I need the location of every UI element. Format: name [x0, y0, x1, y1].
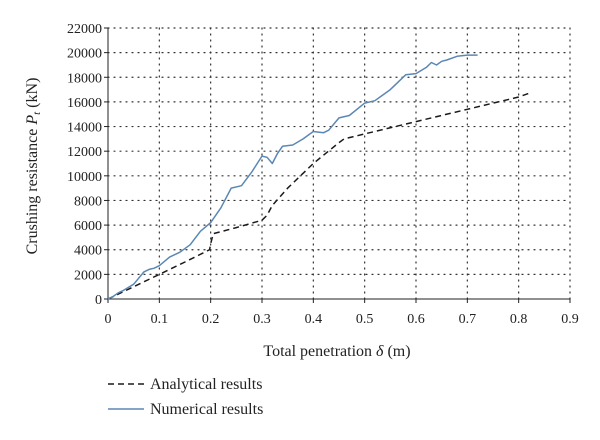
y-tick-label: 0	[95, 293, 102, 308]
y-tick-label: 18000	[67, 71, 102, 86]
y-tick-label: 8000	[74, 194, 102, 209]
x-tick-label: 0.5	[356, 312, 374, 327]
y-axis-title-text: Crushing resistance	[24, 125, 41, 255]
y-axis-title-subscript: t	[31, 111, 43, 115]
y-tick-label: 10000	[67, 170, 102, 185]
x-tick-label: 0.6	[407, 312, 425, 327]
x-tick-labels: 0 0.1 0.2 0.3 0.4 0.5 0.6 0.7 0.8 0.9	[105, 312, 579, 327]
x-tick-label: 0.9	[561, 312, 579, 327]
x-tick-label: 0.2	[202, 312, 220, 327]
legend-label-numerical: Numerical results	[150, 401, 263, 418]
data-series	[107, 54, 530, 300]
x-tick-label: 0.7	[459, 312, 477, 327]
y-tick-label: 2000	[74, 268, 102, 283]
legend: Analytical results Numerical results	[108, 376, 263, 418]
axes	[104, 27, 571, 303]
x-tick-label: 0.3	[253, 312, 271, 327]
analytical-results-line	[107, 92, 530, 300]
x-tick-label: 0	[105, 312, 112, 327]
y-tick-label: 22000	[67, 22, 102, 37]
legend-item-numerical: Numerical results	[108, 401, 263, 418]
y-tick-label: 16000	[67, 96, 102, 111]
x-tick-label: 0.1	[151, 312, 169, 327]
y-tick-label: 20000	[67, 47, 102, 62]
x-tick-label: 0.8	[510, 312, 528, 327]
x-tick-label: 0.4	[305, 312, 323, 327]
numerical-results-line	[107, 54, 478, 300]
legend-label-analytical: Analytical results	[150, 376, 262, 393]
x-axis-title: Total penetration δ (m)	[263, 343, 410, 360]
y-axis-title-unit: (kN)	[24, 78, 41, 112]
x-axis-title-symbol: δ	[376, 343, 384, 360]
x-axis-title-unit: (m)	[383, 343, 410, 360]
y-tick-label: 12000	[67, 145, 102, 160]
y-tick-labels: 0 2000 4000 6000 8000 10000 12000 14000 16000 180…	[67, 22, 102, 308]
y-tick-label: 14000	[67, 121, 102, 136]
legend-item-analytical: Analytical results	[108, 376, 262, 393]
x-axis-title-text: Total penetration	[263, 343, 376, 360]
grid-lines	[107, 27, 571, 300]
y-tick-label: 6000	[74, 219, 102, 234]
y-axis-title: Crushing resistance Pt (kN)	[24, 78, 43, 255]
y-tick-label: 4000	[74, 244, 102, 259]
y-axis-title-symbol: P	[24, 115, 41, 126]
